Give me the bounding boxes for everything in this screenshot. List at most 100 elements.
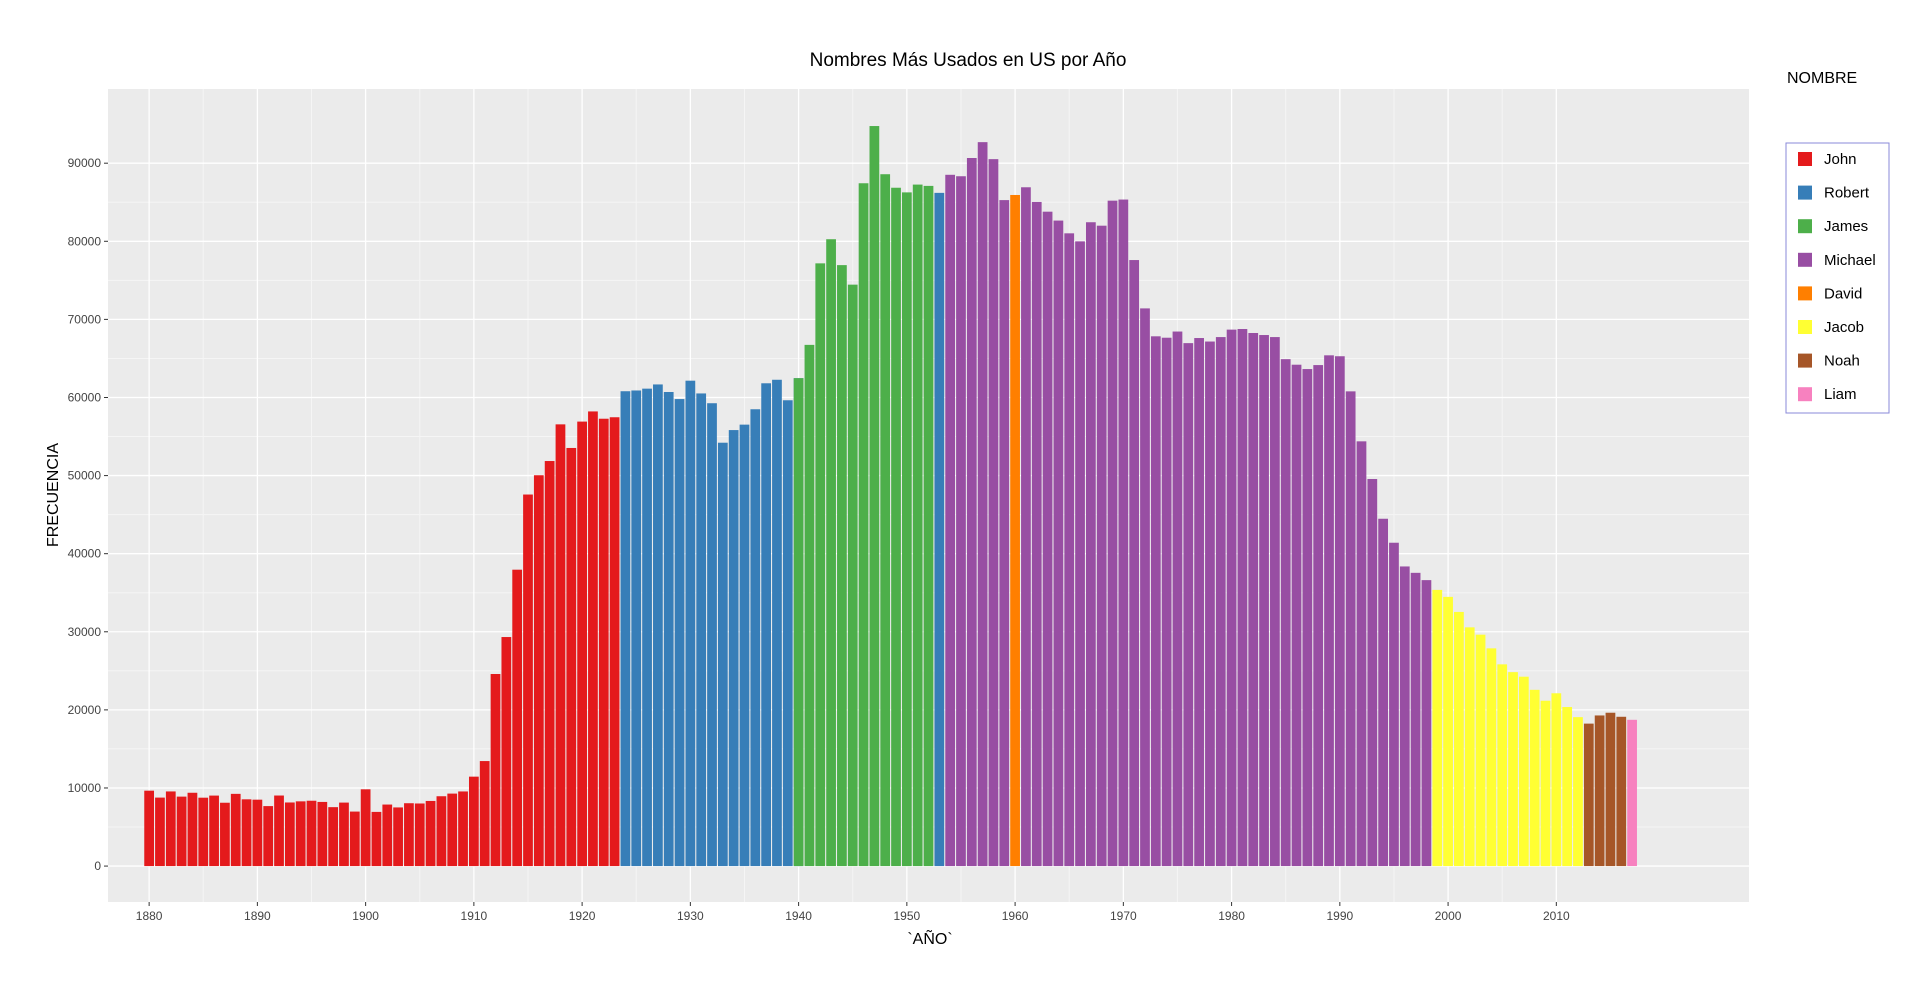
bar-john-1890 — [252, 799, 263, 867]
bar-john-1903 — [393, 807, 403, 867]
bar-robert-1927 — [653, 384, 663, 867]
bar-michael-1981 — [1237, 329, 1248, 867]
bar-john-1896 — [317, 801, 328, 867]
bar-john-1905 — [414, 803, 425, 867]
y-tick-label: 80000 — [68, 234, 102, 248]
bar-robert-1928 — [663, 391, 674, 867]
bar-robert-1931 — [696, 393, 707, 867]
bar-robert-1933 — [717, 442, 728, 867]
chart-title: Nombres Más Usados en US por Año — [810, 50, 1127, 71]
bar-jacob-2012 — [1573, 717, 1583, 867]
legend-label-james: James — [1824, 218, 1868, 235]
bar-john-1883 — [176, 796, 187, 867]
legend-swatch-jacob — [1798, 320, 1812, 334]
bar-robert-1935 — [739, 424, 750, 867]
bar-james-1950 — [901, 192, 912, 867]
legend-label-david: David — [1824, 285, 1862, 302]
bar-michael-1998 — [1421, 580, 1432, 867]
bar-robert-1929 — [674, 399, 685, 867]
bar-john-1886 — [209, 795, 219, 867]
x-axis: 1880 1890 1900 1910 1920 1930 1940 1950 1960 1970… — [136, 902, 1570, 923]
bar-michael-1963 — [1042, 211, 1053, 867]
x-tick-label: 2000 — [1435, 909, 1462, 923]
bar-john-1911 — [479, 761, 490, 867]
bar-michael-1978 — [1205, 341, 1215, 867]
y-tick-label: 0 — [94, 859, 101, 873]
bar-michael-1985 — [1280, 359, 1291, 867]
bar-jacob-2011 — [1562, 707, 1573, 867]
bars — [144, 126, 1637, 867]
bar-michael-1979 — [1215, 337, 1226, 867]
bar-john-1909 — [458, 791, 468, 867]
x-tick-label: 1920 — [569, 909, 596, 923]
bar-james-1945 — [847, 284, 858, 867]
bar-james-1947 — [869, 126, 880, 867]
legend-box — [1785, 142, 1890, 414]
bar-james-1941 — [804, 344, 815, 867]
x-tick-label: 1930 — [677, 909, 704, 923]
bar-robert-1953 — [934, 192, 945, 867]
bar-john-1902 — [382, 804, 393, 867]
bar-robert-1925 — [631, 390, 642, 867]
bar-michael-1972 — [1140, 308, 1150, 867]
bar-michael-1980 — [1226, 329, 1237, 867]
legend-label-michael: Michael — [1824, 252, 1876, 269]
bar-michael-1986 — [1291, 364, 1302, 867]
bar-john-1907 — [436, 796, 447, 867]
bar-michael-1955 — [956, 176, 966, 867]
legend-label-john: John — [1824, 151, 1857, 168]
bar-michael-1971 — [1129, 260, 1140, 867]
bar-robert-1934 — [728, 430, 739, 867]
bar-michael-1957 — [977, 142, 988, 867]
bar-michael-1965 — [1064, 233, 1075, 867]
bar-michael-1983 — [1259, 335, 1269, 867]
bar-john-1916 — [533, 475, 544, 867]
legend-label-jacob: Jacob — [1824, 319, 1864, 336]
bar-james-1948 — [880, 174, 891, 867]
y-axis: 0 10000 20000 30000 40000 50000 60000 70000 8000… — [68, 156, 108, 873]
x-tick-label: 1990 — [1326, 909, 1353, 923]
bar-john-1881 — [155, 797, 165, 867]
legend-label-noah: Noah — [1824, 353, 1860, 370]
x-tick-label: 1960 — [1002, 909, 1029, 923]
bar-michael-1991 — [1345, 391, 1356, 867]
bar-robert-1939 — [782, 400, 793, 867]
x-tick-label: 1880 — [136, 909, 163, 923]
bar-michael-1975 — [1172, 331, 1183, 867]
bar-michael-1954 — [945, 174, 956, 867]
x-tick-label: 1910 — [461, 909, 488, 923]
bar-jacob-2006 — [1508, 672, 1518, 867]
bar-jacob-2010 — [1551, 693, 1562, 867]
bar-michael-1968 — [1096, 225, 1107, 867]
bar-jacob-2009 — [1540, 700, 1551, 867]
x-tick-label: 1980 — [1218, 909, 1245, 923]
bar-john-1889 — [241, 799, 252, 867]
bar-john-1894 — [295, 801, 306, 867]
bar-john-1892 — [274, 795, 284, 867]
legend-swatch-robert — [1798, 185, 1812, 200]
x-tick-label: 1890 — [244, 909, 271, 923]
bar-michael-1982 — [1248, 333, 1259, 867]
bar-john-1914 — [512, 569, 523, 867]
bar-jacob-2008 — [1529, 689, 1540, 867]
bar-robert-1932 — [707, 403, 717, 867]
bar-noah-2014 — [1594, 715, 1605, 867]
x-tick-label: 1970 — [1110, 909, 1137, 923]
bar-jacob-2003 — [1475, 634, 1486, 867]
bar-john-1919 — [566, 447, 577, 867]
y-tick-label: 10000 — [68, 781, 102, 795]
bar-john-1901 — [371, 811, 382, 867]
bar-robert-1937 — [761, 383, 772, 867]
bar-john-1921 — [588, 411, 598, 867]
bar-robert-1924 — [620, 391, 631, 867]
bar-liam-2017 — [1627, 719, 1637, 867]
bar-john-1922 — [598, 418, 609, 867]
bar-john-1897 — [328, 807, 339, 867]
bar-robert-1926 — [642, 388, 652, 867]
bar-michael-1961 — [1021, 187, 1031, 867]
bar-jacob-2002 — [1464, 627, 1475, 867]
legend: John Robert James Michael David Jacob Noah Liam — [1785, 142, 1890, 414]
x-axis-label: `AÑO` — [907, 928, 952, 948]
bar-michael-1988 — [1313, 365, 1324, 867]
